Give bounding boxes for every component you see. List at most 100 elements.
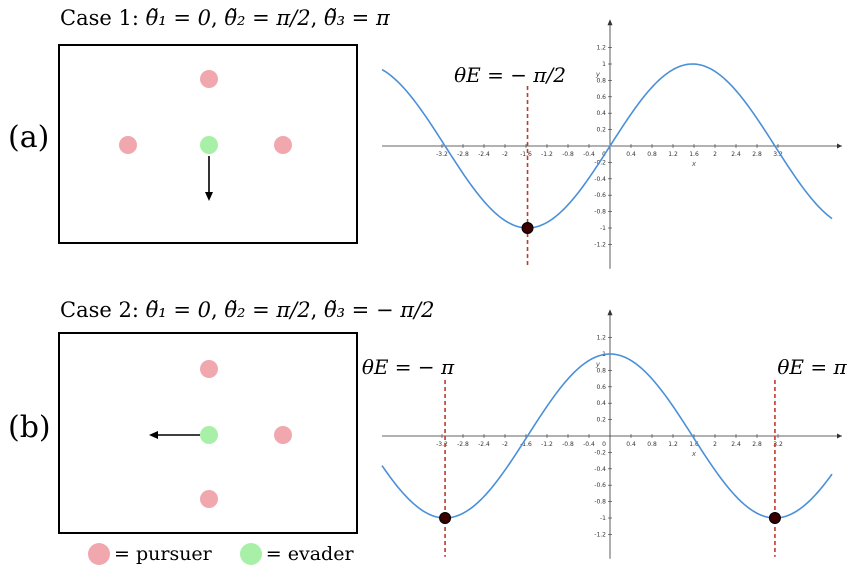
x-tick-label: -3.2 xyxy=(436,151,448,158)
x-tick-label: -0.8 xyxy=(562,441,574,448)
x-axis-arrow xyxy=(837,143,842,149)
y-tick-label: -0.2 xyxy=(594,159,606,166)
x-tick-label: 0.4 xyxy=(626,151,636,158)
y-tick-label: -0.6 xyxy=(594,482,606,489)
y-axis-arrow xyxy=(607,309,613,316)
x-tick-label: -0.8 xyxy=(562,151,574,158)
x-axis-label: x xyxy=(691,450,697,458)
y-tick-label: 1 xyxy=(602,61,606,68)
case-1-theta-3: θ̃₃ = π xyxy=(323,6,390,30)
case-1-prefix: Case 1: xyxy=(60,6,146,30)
y-tick-label: -0.4 xyxy=(594,176,606,183)
x-tick-label: -2.8 xyxy=(457,441,469,448)
evader-dot xyxy=(200,426,218,444)
scenario-box-a xyxy=(58,44,358,244)
legend-evader-label: = evader xyxy=(265,543,354,565)
y-tick-label: 0.8 xyxy=(596,367,606,374)
x-tick-label: 2.8 xyxy=(752,151,762,158)
y-tick-label: -0.8 xyxy=(594,209,606,216)
curve-line xyxy=(381,353,833,519)
pursuer-dot xyxy=(200,490,218,508)
y-tick-label: 0.8 xyxy=(596,77,606,84)
y-tick-label: 1.2 xyxy=(596,45,606,52)
y-tick-label: 0.2 xyxy=(596,417,606,424)
pursuer-dot xyxy=(119,136,137,154)
y-tick-label: 0.6 xyxy=(596,94,606,101)
x-tick-label: 0.8 xyxy=(647,441,657,448)
theta-e-annotation: θE = − π xyxy=(362,355,455,379)
case-2-theta-2: θ̃₂ = π/2 xyxy=(224,298,311,322)
x-tick-label: 1.2 xyxy=(668,441,678,448)
scenario-box-b xyxy=(58,332,358,534)
x-tick-label: 2.4 xyxy=(731,151,741,158)
pursuer-dot xyxy=(200,70,218,88)
legend-evader: = evader xyxy=(239,543,354,565)
case-1-theta-1: θ̃₁ = 0 xyxy=(145,6,211,30)
x-axis-label: x xyxy=(691,160,697,168)
x-tick-label: 1.6 xyxy=(689,151,699,158)
y-tick-label: -0.4 xyxy=(594,466,606,473)
y-tick-label: 1.2 xyxy=(596,335,606,342)
x-tick-label: -0.4 xyxy=(583,441,595,448)
curve-line xyxy=(381,63,833,229)
marker-point xyxy=(521,222,534,234)
x-axis-arrow xyxy=(837,433,842,439)
y-tick-label: -0.8 xyxy=(594,499,606,506)
x-tick-label: 0.4 xyxy=(626,441,636,448)
legend-pursuer-swatch xyxy=(88,543,110,565)
y-tick-label: -1 xyxy=(600,225,606,232)
x-tick-label: 2 xyxy=(713,441,717,448)
panel-label-b: (b) xyxy=(8,410,51,445)
legend-evader-swatch xyxy=(239,543,262,565)
y-axis-arrow xyxy=(607,19,613,26)
y-tick-label: -0.6 xyxy=(594,192,606,199)
x-tick-label: -2 xyxy=(502,441,508,448)
cosine-plot: -3.2 -2.8 -2.4 -2 -1.6 -1.2 -0.8 -0.4 0 0.4 0.8 1.2… xyxy=(362,309,847,559)
x-tick-label: -3.2 xyxy=(436,441,448,448)
case-1-title: Case 1: θ̃₁ = 0, θ̃₂ = π/2, θ̃₃ = π xyxy=(60,6,390,30)
x-tick-label: -1.6 xyxy=(520,441,532,448)
y-tick-label: 0.4 xyxy=(596,110,606,117)
y-tick-label: 0.2 xyxy=(596,127,606,134)
x-tick-label: 3.2 xyxy=(773,151,783,158)
case-2-title: Case 2: θ̃₁ = 0, θ̃₂ = π/2, θ̃₃ = − π/2 xyxy=(60,298,435,322)
x-tick-label: 1.6 xyxy=(689,441,699,448)
marker-point xyxy=(439,512,452,524)
y-tick-label: -0.2 xyxy=(594,449,606,456)
sine-plot: -3.2 -2.8 -2.4 -2 -1.6 -1.2 -0.8 -0.4 0 0.4 0.8 1.2… xyxy=(381,19,842,269)
case-1-theta-2: θ̃₂ = π/2 xyxy=(224,6,311,30)
theta-e-annotation: θE = − π/2 xyxy=(454,63,566,87)
evader-dot xyxy=(200,136,218,154)
panel-label-a: (a) xyxy=(8,120,50,155)
x-tick-label: 2.4 xyxy=(731,441,741,448)
case-2-theta-3: θ̃₃ = − π/2 xyxy=(323,298,435,322)
x-tick-label: -2.8 xyxy=(457,151,469,158)
pursuer-dot xyxy=(274,426,292,444)
pursuer-dot xyxy=(274,136,292,154)
x-tick-label: 0.8 xyxy=(647,151,657,158)
x-tick-label: -1.6 xyxy=(520,151,532,158)
x-tick-label: 2.8 xyxy=(752,441,762,448)
x-tick-label: 1.2 xyxy=(668,151,678,158)
x-tick-label: -2.4 xyxy=(478,441,490,448)
y-tick-label: -1.2 xyxy=(594,531,606,538)
theta-e-annotation: θE = π xyxy=(777,355,847,379)
x-tick-label: -2.4 xyxy=(478,151,490,158)
x-tick-label: -1.2 xyxy=(541,441,553,448)
case-2-prefix: Case 2: xyxy=(60,298,146,322)
y-axis-label: y xyxy=(595,70,601,78)
y-axis-label: y xyxy=(595,360,601,368)
evader-direction-arrow-left xyxy=(149,431,200,439)
x-tick-label: -1.2 xyxy=(541,151,553,158)
legend-pursuer-label: = pursuer xyxy=(114,543,212,565)
x-tick-label: -0.4 xyxy=(583,151,595,158)
x-tick-label: 0 xyxy=(602,441,606,448)
y-tick-label: 0.6 xyxy=(596,384,606,391)
legend-pursuer: = pursuer xyxy=(88,543,212,565)
x-tick-label: 2 xyxy=(713,151,717,158)
pursuer-dot xyxy=(200,360,218,378)
y-tick-label: -1 xyxy=(600,515,606,522)
x-tick-label: -2 xyxy=(502,151,508,158)
y-tick-label: -1.2 xyxy=(594,241,606,248)
y-tick-label: 0.4 xyxy=(596,400,606,407)
